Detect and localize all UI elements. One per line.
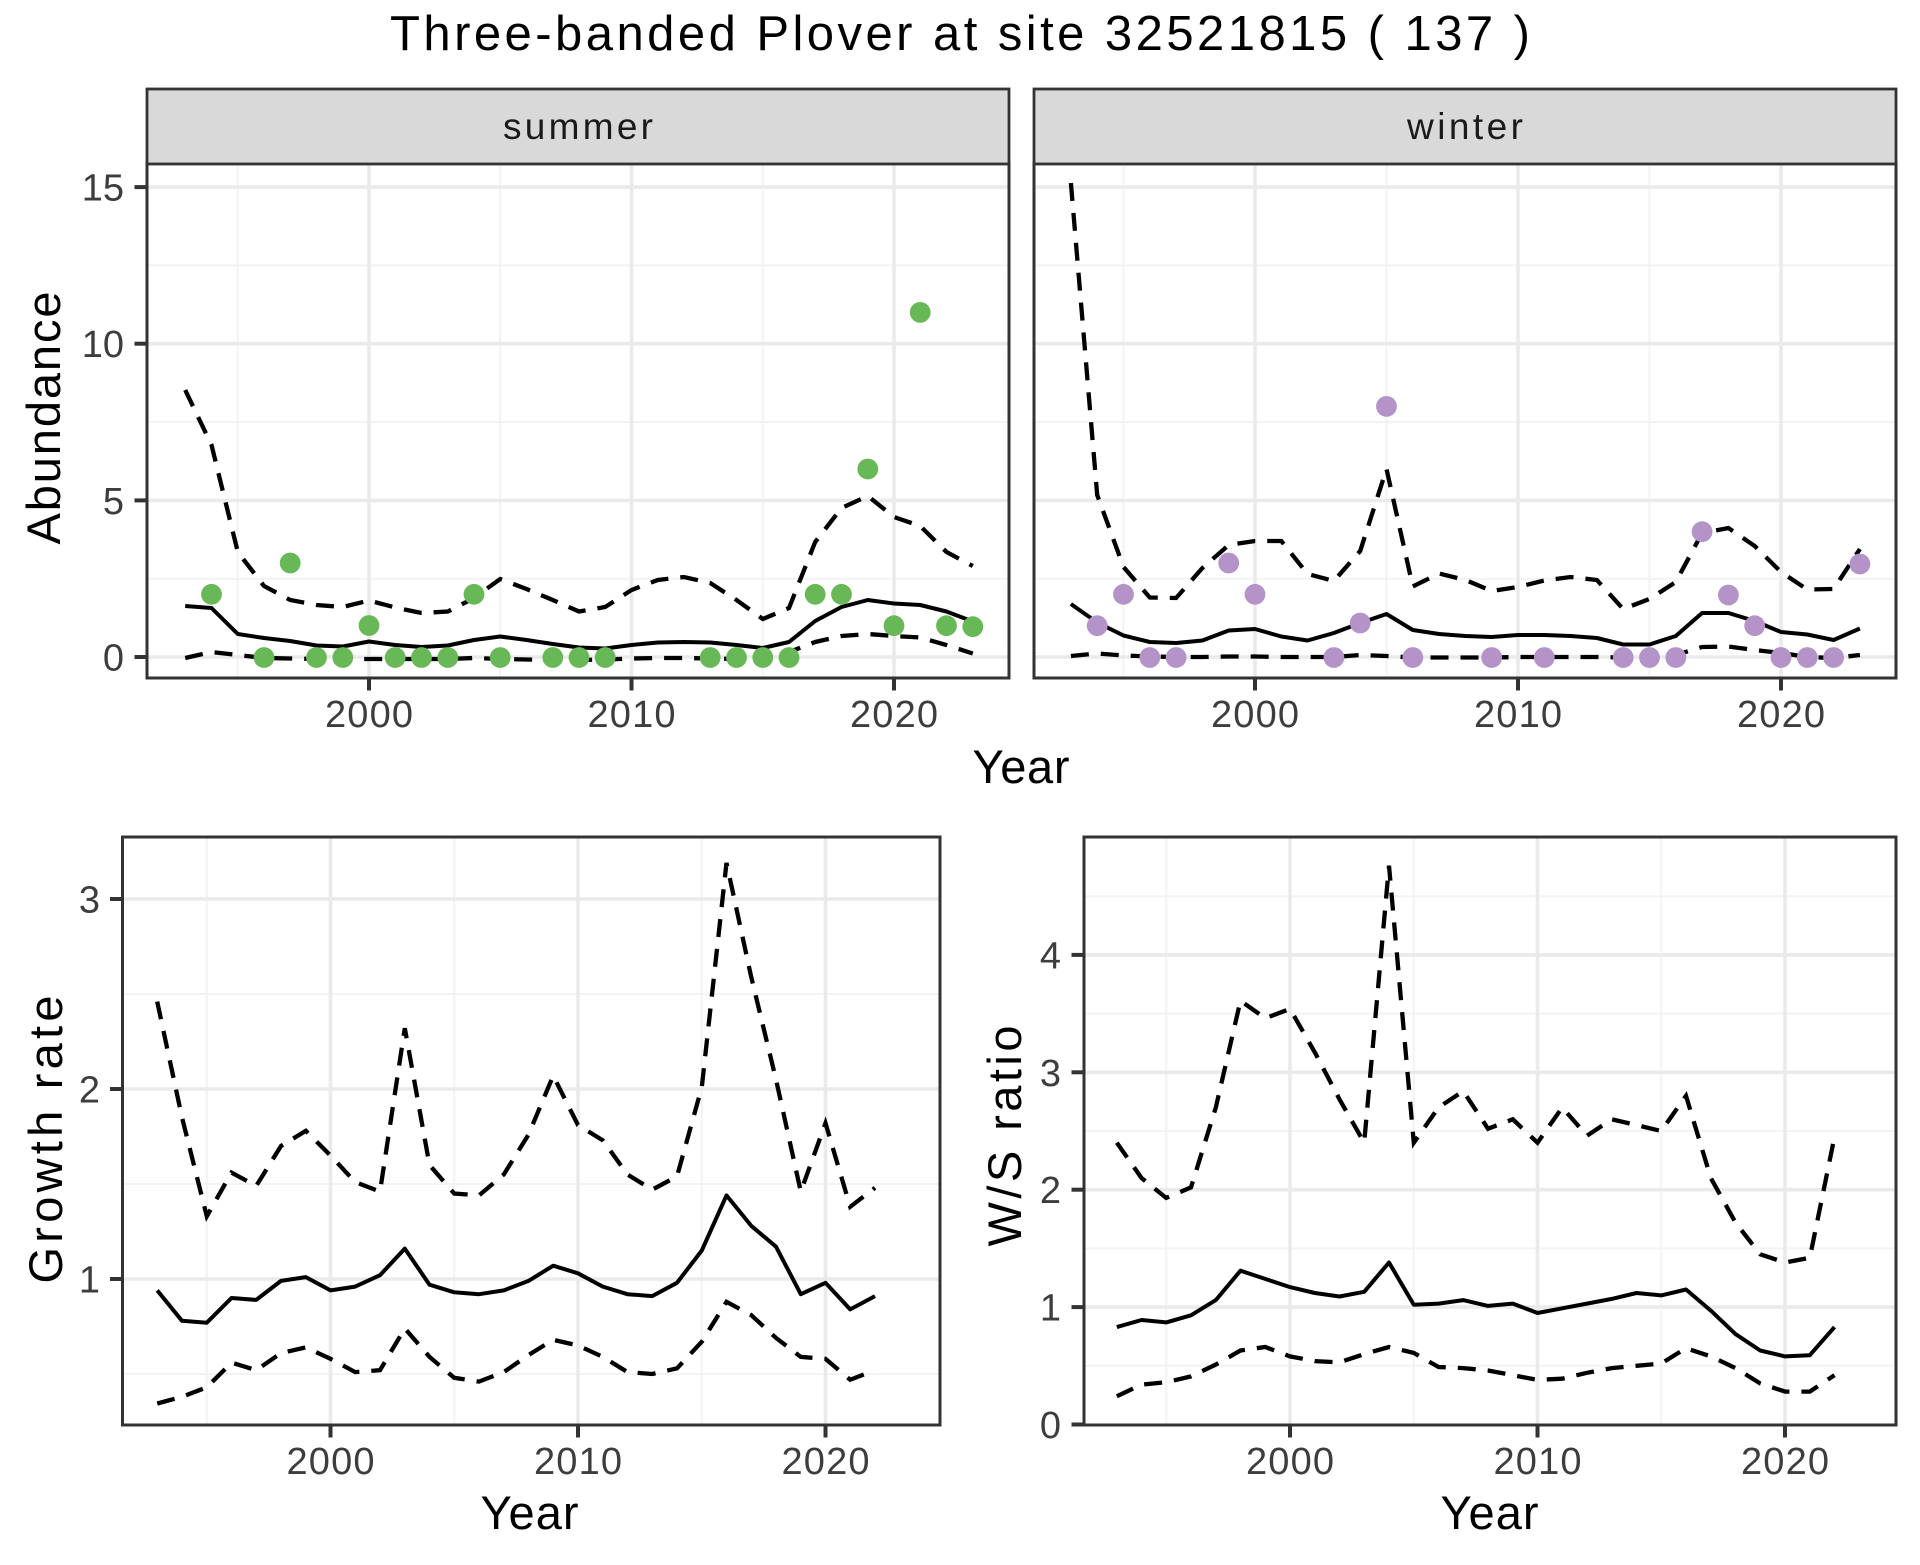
svg-text:5: 5 [103, 481, 124, 523]
svg-text:2010: 2010 [1494, 1441, 1582, 1483]
svg-text:winter: winter [1406, 106, 1523, 147]
svg-text:2020: 2020 [1737, 694, 1825, 736]
svg-text:2000: 2000 [1246, 1441, 1334, 1483]
svg-text:1: 1 [79, 1260, 100, 1302]
svg-text:2: 2 [1040, 1170, 1061, 1212]
svg-text:Year: Year [481, 1486, 579, 1539]
svg-text:10: 10 [82, 324, 124, 366]
svg-text:Three-banded Plover at site 32: Three-banded Plover at site 32521815 ( 1… [390, 7, 1530, 61]
svg-text:Year: Year [973, 740, 1070, 793]
svg-text:0: 0 [1040, 1405, 1061, 1447]
svg-text:1: 1 [1040, 1288, 1061, 1330]
svg-text:summer: summer [503, 106, 653, 147]
svg-text:3: 3 [79, 880, 100, 922]
svg-text:2000: 2000 [287, 1441, 375, 1483]
svg-text:2020: 2020 [1741, 1441, 1829, 1483]
svg-text:2010: 2010 [534, 1441, 622, 1483]
svg-text:W/S ratio: W/S ratio [978, 1026, 1031, 1247]
svg-text:2: 2 [79, 1070, 100, 1112]
svg-text:2000: 2000 [1211, 694, 1299, 736]
svg-text:2020: 2020 [850, 694, 938, 736]
svg-text:0: 0 [103, 638, 124, 680]
svg-text:3: 3 [1040, 1053, 1061, 1095]
svg-text:2010: 2010 [1474, 694, 1562, 736]
svg-text:15: 15 [82, 168, 124, 210]
svg-text:2010: 2010 [588, 694, 676, 736]
svg-text:Abundance: Abundance [17, 292, 70, 545]
svg-text:4: 4 [1040, 935, 1061, 977]
svg-text:2020: 2020 [782, 1441, 870, 1483]
svg-text:2000: 2000 [325, 694, 413, 736]
svg-text:Year: Year [1441, 1486, 1539, 1539]
